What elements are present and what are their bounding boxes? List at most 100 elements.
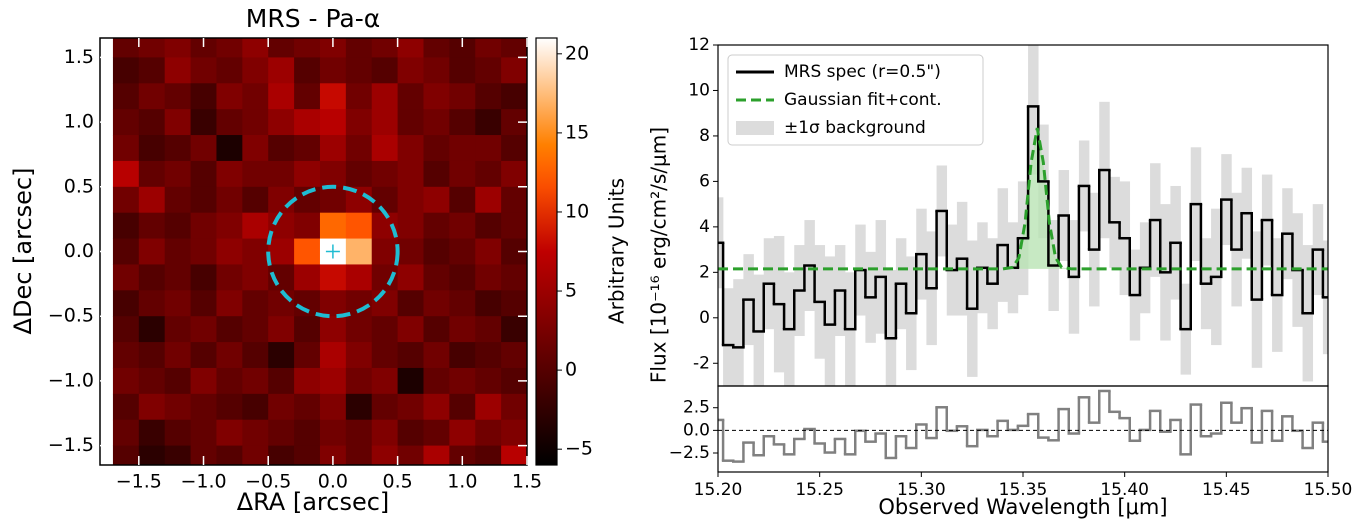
heatmap-cell	[268, 290, 295, 317]
y-tick-label: 2	[699, 262, 710, 282]
heatmap-cell	[423, 367, 450, 395]
heatmap-cell	[164, 445, 192, 465]
heatmap-cell	[345, 238, 373, 265]
heatmap-cell	[371, 83, 399, 110]
heatmap-cell	[242, 419, 269, 447]
heatmap-cell	[449, 57, 476, 84]
x-tick-label: 0.0	[318, 471, 348, 493]
heatmap-cell	[319, 186, 347, 214]
heatmap-cell	[397, 419, 424, 447]
heatmap-cell	[112, 367, 140, 395]
heatmap-cell	[423, 109, 450, 136]
heatmap-cell	[319, 264, 347, 291]
heatmap-cell	[112, 186, 140, 214]
heatmap-cell	[397, 393, 424, 421]
plot-area	[718, 45, 1328, 386]
heatmap-cell	[449, 445, 476, 465]
colorbar-tick-label: 15	[565, 121, 589, 143]
heatmap-cell	[475, 264, 502, 291]
y-tick-label: 12	[688, 35, 710, 55]
heatmap-cell	[475, 342, 502, 369]
heatmap-cell	[216, 419, 243, 447]
heatmap-cell	[449, 38, 476, 58]
colorbar-tick-label: 20	[565, 42, 589, 64]
heatmap-cell	[397, 109, 424, 136]
sigma-band	[723, 288, 734, 386]
heatmap-cell	[319, 38, 347, 58]
heatmap-cell	[371, 342, 399, 369]
y-tick-label: 1.5	[64, 46, 94, 68]
heatmap-cell	[294, 212, 321, 240]
y-tick-label: 0	[699, 308, 710, 328]
heatmap-cell	[423, 342, 450, 369]
heatmap-cell	[138, 393, 166, 421]
x-tick-label: −0.5	[245, 471, 291, 493]
heatmap-cell	[112, 212, 140, 240]
heatmap-cell	[475, 135, 502, 162]
heatmap-cell	[449, 290, 476, 317]
heatmap-cell	[138, 290, 166, 317]
heatmap-cell	[397, 135, 424, 162]
heatmap-cell	[268, 393, 295, 421]
x-axis-label: ΔRA [arcsec]	[237, 488, 390, 516]
heatmap-cell	[190, 135, 217, 162]
heatmap-cell	[112, 38, 140, 58]
heatmap-cell	[371, 186, 399, 214]
heatmap-cell	[345, 419, 373, 447]
heatmap-cell	[164, 83, 192, 110]
heatmap-cell	[138, 57, 166, 84]
heatmap-cell	[138, 445, 166, 465]
heatmap-cell	[475, 212, 502, 240]
heatmap-cell	[164, 57, 192, 84]
heatmap-cell	[242, 342, 269, 369]
heatmap-cell	[501, 38, 527, 58]
heatmap-cell	[475, 238, 502, 265]
heatmap-cell	[345, 83, 373, 110]
heatmap-cell	[164, 186, 192, 214]
heatmap-cell	[423, 135, 450, 162]
heatmap-cell	[190, 290, 217, 317]
heatmap-cell	[242, 212, 269, 240]
heatmap-cell	[345, 342, 373, 369]
chart-title: MRS - Pa-α	[246, 4, 381, 33]
heatmap-cell	[371, 316, 399, 343]
heatmap-cell	[242, 83, 269, 110]
heatmap-cell	[371, 38, 399, 58]
heatmap-cell	[397, 290, 424, 317]
heatmap-cell	[294, 367, 321, 395]
heatmap-cell	[216, 367, 243, 395]
heatmap-cell	[216, 83, 243, 110]
x-tick-label: 15.35	[999, 480, 1048, 500]
heatmap-cell	[190, 109, 217, 136]
y-tick-label: 1.0	[64, 111, 94, 133]
heatmap-cell	[501, 290, 527, 317]
heatmap-cell	[112, 393, 140, 421]
heatmap-cell	[216, 109, 243, 136]
heatmap-cell	[475, 367, 502, 395]
heatmap-cell	[319, 316, 347, 343]
heatmap-cell	[268, 38, 295, 58]
colorbar-tick-label: 5	[565, 280, 577, 302]
heatmap-cell	[294, 445, 321, 465]
heatmap-cell	[319, 135, 347, 162]
heatmap-cell	[345, 160, 373, 188]
heatmap-cell	[449, 367, 476, 395]
heatmap-cell	[449, 109, 476, 136]
heatmap-cell	[371, 135, 399, 162]
heatmap-cell	[449, 212, 476, 240]
heatmap-cell	[319, 445, 347, 465]
heatmap-cell	[242, 445, 269, 465]
sigma-band	[733, 279, 744, 386]
heatmap-cell	[449, 393, 476, 421]
y-tick-label: -2	[693, 353, 710, 373]
heatmap-cell	[294, 238, 321, 265]
heatmap-cell	[501, 135, 527, 162]
heatmap-cell	[242, 186, 269, 214]
heatmap-cell	[190, 367, 217, 395]
heatmap-cell	[319, 393, 347, 421]
x-tick-label: 15.30	[897, 480, 946, 500]
heatmap-cell	[216, 160, 243, 188]
heatmap-cell	[423, 393, 450, 421]
heatmap-cell	[423, 186, 450, 214]
heatmap-cell	[242, 290, 269, 317]
